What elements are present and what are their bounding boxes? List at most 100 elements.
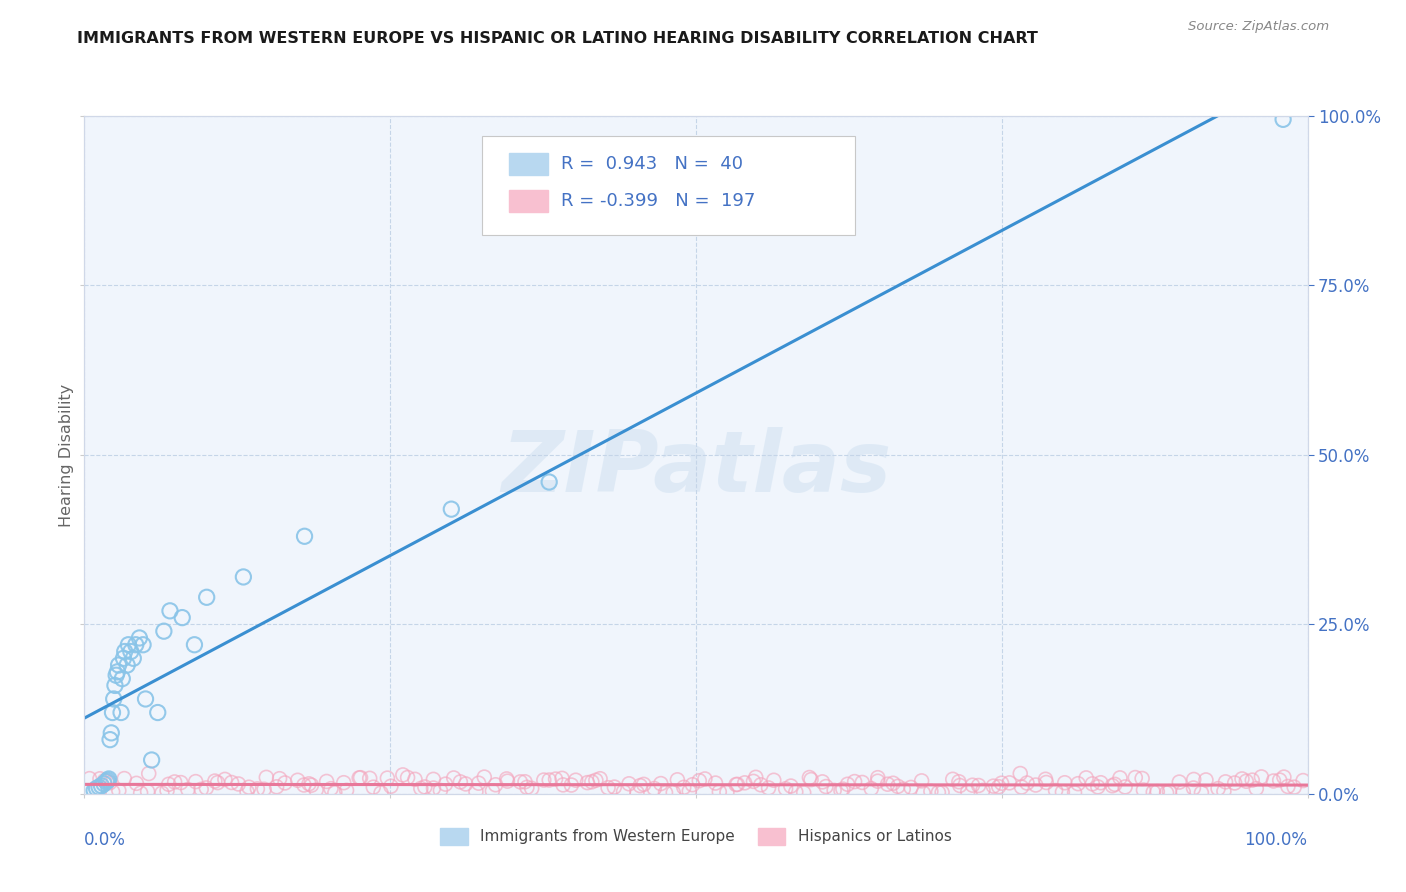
Point (972, 783, 994, 797)
Point (422, 780, 444, 795)
Point (236, 785, 259, 799)
Point (100, 726, 122, 740)
Point (238, 780, 260, 795)
Point (1101, 779, 1123, 793)
Point (860, 781, 883, 796)
Point (1268, 773, 1291, 788)
Point (509, 775, 531, 789)
Point (1191, 786, 1213, 800)
Point (682, 778, 704, 792)
Point (851, 775, 873, 789)
Point (1130, 772, 1153, 786)
Point (319, 781, 342, 796)
Point (882, 776, 904, 790)
Point (589, 772, 612, 786)
Point (920, 784, 942, 798)
Point (135, 692, 157, 706)
Point (626, 786, 648, 800)
Point (1063, 786, 1085, 800)
Point (551, 772, 574, 786)
Point (404, 772, 426, 787)
Point (332, 775, 354, 789)
Point (837, 777, 859, 791)
Point (1067, 777, 1090, 791)
Point (596, 780, 619, 795)
Text: 0.0%: 0.0% (84, 831, 127, 849)
Point (156, 783, 179, 797)
FancyBboxPatch shape (509, 153, 548, 175)
Point (125, 638, 148, 652)
Text: IMMIGRANTS FROM WESTERN EUROPE VS HISPANIC OR LATINO HEARING DISABILITY CORRELAT: IMMIGRANTS FROM WESTERN EUROPE VS HISPAN… (77, 31, 1038, 46)
Point (927, 785, 949, 799)
Point (1010, 766, 1032, 780)
Point (725, 777, 748, 791)
Point (758, 780, 780, 795)
Point (612, 785, 634, 799)
Text: Source: ZipAtlas.com: Source: ZipAtlas.com (1188, 20, 1329, 33)
Point (347, 771, 370, 785)
Point (1250, 770, 1272, 784)
Point (105, 668, 128, 682)
Point (495, 772, 517, 786)
Point (204, 774, 226, 789)
Point (876, 777, 898, 791)
Point (1035, 772, 1057, 787)
Point (110, 706, 132, 720)
Point (799, 771, 821, 785)
Point (949, 779, 972, 793)
Point (287, 773, 309, 788)
Point (538, 772, 561, 787)
Point (1277, 780, 1299, 794)
Point (177, 782, 200, 797)
Point (1272, 112, 1295, 127)
Point (891, 782, 914, 797)
Point (1087, 780, 1109, 794)
Point (1182, 772, 1205, 787)
Point (672, 780, 695, 795)
Point (105, 665, 128, 679)
Point (962, 778, 984, 792)
Point (298, 777, 321, 791)
Point (349, 771, 371, 785)
Point (89, 772, 111, 786)
Point (1146, 784, 1168, 798)
Point (467, 776, 489, 790)
Point (170, 775, 193, 789)
Point (1282, 780, 1305, 794)
Point (693, 772, 716, 786)
Point (86, 781, 108, 796)
Point (742, 774, 765, 789)
Point (153, 624, 176, 639)
Point (136, 784, 159, 798)
Point (294, 529, 316, 543)
Point (1045, 783, 1067, 797)
Point (688, 773, 710, 788)
Point (581, 774, 603, 789)
Point (987, 780, 1010, 794)
Point (734, 776, 756, 790)
Point (465, 784, 488, 798)
Point (183, 638, 205, 652)
Point (775, 781, 797, 796)
Text: ZIPatlas: ZIPatlas (501, 427, 891, 510)
Point (887, 780, 910, 794)
Point (749, 778, 772, 792)
Point (370, 786, 392, 800)
Point (253, 782, 276, 797)
Point (551, 778, 574, 792)
Point (429, 783, 451, 797)
Point (544, 772, 567, 786)
Point (138, 766, 160, 780)
Point (1011, 780, 1033, 794)
Point (93, 777, 115, 791)
Text: 100.0%: 100.0% (1244, 831, 1308, 849)
Point (221, 775, 243, 789)
Point (704, 776, 727, 790)
FancyBboxPatch shape (509, 190, 548, 211)
Point (633, 777, 655, 791)
Point (159, 604, 181, 618)
Point (87, 780, 110, 794)
Point (93, 773, 115, 788)
Point (900, 780, 922, 795)
Point (150, 786, 173, 800)
